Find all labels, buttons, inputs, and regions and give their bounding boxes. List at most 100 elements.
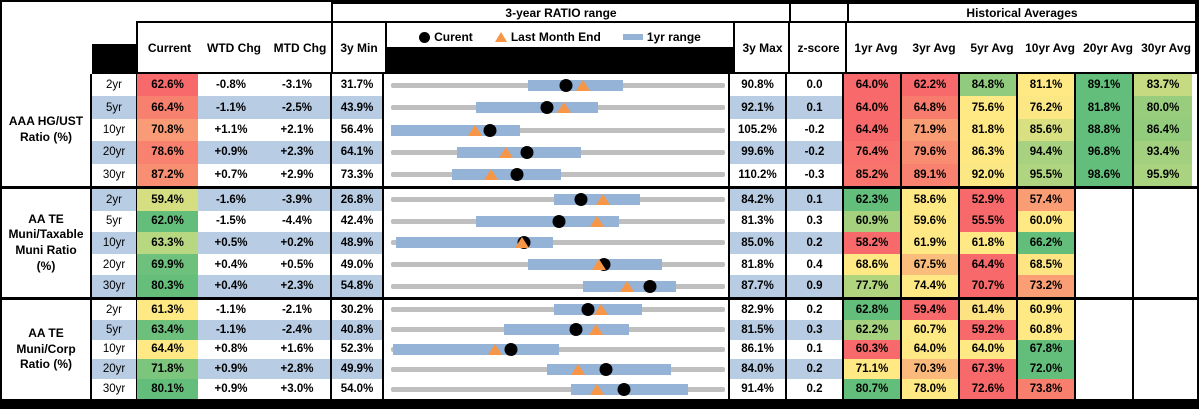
col-header-wtd-chg: WTD Chg	[207, 40, 261, 55]
1yr-avg-value: 64.0%	[844, 74, 902, 97]
mtd-chg-value: -2.1%	[281, 303, 313, 316]
5yr-avg-value: 84.8%	[960, 74, 1018, 97]
z-score-value: 0.2	[787, 232, 844, 254]
current-value: 70.8%	[137, 118, 198, 142]
tenor-label: 30yr	[92, 379, 137, 399]
range-track-wrap	[391, 254, 725, 276]
table-row: 30yr 80.3% +0.4% +2.3% 54.8% 87.7% 0.9 77.7% 74.…	[92, 275, 1197, 297]
5yr-avg-value: 75.6%	[960, 96, 1018, 119]
3y-max-value: 87.7%	[730, 275, 787, 297]
range-track-line	[391, 283, 725, 289]
legend-item-current: Curent	[419, 30, 473, 44]
z-score-value: 0.3	[787, 319, 844, 340]
table-row: 30yr 80.1% +0.9% +3.0% 54.0% 91.4% 0.2 80.7% 78.…	[92, 379, 1197, 399]
3y-min-value: 49.0%	[330, 253, 384, 276]
last-month-end-marker-triangle	[596, 194, 611, 206]
historical-averages-title-text: Historical Averages	[966, 5, 1078, 20]
3yr-avg-value: 61.9%	[902, 232, 960, 254]
wtd-chg-value: +0.9%	[198, 359, 264, 380]
10yr-avg-value: 95.5%	[1018, 163, 1076, 187]
col-header-30yr-avg: 30yr Avg	[1141, 40, 1191, 55]
wtd-chg-value: +0.8%	[214, 343, 248, 356]
30yr-avg-value	[1134, 211, 1192, 233]
3y-max-value: 90.8%	[730, 74, 787, 97]
3y-min-value: 52.3%	[330, 339, 384, 360]
z-score-value: 0.9	[787, 275, 844, 297]
3y-max-value: 91.4%	[730, 379, 787, 399]
1yr-avg-value: 85.2%	[844, 163, 902, 187]
3y-max-value: 110.2%	[730, 163, 787, 187]
current-value: 71.8%	[137, 359, 198, 380]
30yr-avg-value: 95.9%	[1134, 163, 1192, 187]
wtd-chg-value: +0.4%	[214, 258, 248, 271]
current-value: 62.6%	[137, 74, 198, 97]
range-chart-cell	[384, 359, 730, 380]
20yr-avg-value	[1076, 189, 1134, 211]
chart-legend-cell: Curent Last Month End 1yr range	[385, 21, 735, 74]
5yr-avg-value: 86.3%	[960, 141, 1018, 164]
3y-min-value: 54.0%	[330, 379, 384, 399]
range-chart-cell	[384, 74, 730, 97]
group-section: AAA HG/UST Ratio (%) 2yr 62.6% -0.8% -3.1% 31…	[2, 74, 1197, 187]
one-year-range-bar	[392, 343, 559, 355]
30yr-avg-value	[1134, 254, 1192, 276]
wtd-chg-value: -1.5%	[215, 215, 247, 228]
3y-min-value: 42.4%	[330, 210, 384, 233]
current-value: 62.0%	[137, 210, 198, 233]
20yr-avg-value	[1076, 253, 1134, 276]
group-separator	[2, 186, 1197, 189]
30yr-avg-value	[1134, 340, 1192, 360]
1yr-avg-value: 76.4%	[844, 141, 902, 164]
table-row: 2yr 62.6% -0.8% -3.1% 31.7% 90.8% 0.0 64.0% 62.2…	[92, 74, 1197, 97]
current-value: 87.2%	[137, 163, 198, 187]
one-year-range-bar	[476, 102, 599, 114]
last-month-end-triangle-icon	[494, 32, 507, 42]
1yr-avg-value: 77.7%	[844, 275, 902, 297]
last-month-end-marker-triangle	[619, 280, 634, 292]
3y-max-value: 86.1%	[730, 339, 787, 360]
z-score-value: -0.2	[787, 118, 844, 142]
5yr-avg-value: 92.0%	[960, 163, 1018, 187]
table-row: 20yr 69.9% +0.4% +0.5% 49.0% 81.8% 0.4 68.6% 67.…	[92, 253, 1197, 276]
current-value: 59.4%	[137, 189, 198, 211]
group-rows: 2yr 61.3% -1.1% -2.1% 30.2% 82.9% 0.2 62.8% 59.4…	[92, 300, 1197, 399]
z-score-value: 0.2	[787, 379, 844, 399]
current-marker-dot	[599, 362, 612, 376]
current-marker-dot	[581, 303, 595, 317]
table-row: 2yr 61.3% -1.1% -2.1% 30.2% 82.9% 0.2 62.8% 59.4…	[92, 300, 1197, 320]
last-month-end-marker-triangle	[487, 343, 502, 355]
last-month-end-marker-triangle	[589, 324, 604, 336]
table-row: 5yr 66.4% -1.1% -2.5% 43.9% 92.1% 0.1 64.0% 64.8…	[92, 96, 1197, 119]
col-header-3y-min-text: 3y Min	[340, 40, 378, 55]
10yr-avg-value: 81.1%	[1018, 74, 1076, 97]
20yr-avg-value: 98.6%	[1076, 163, 1134, 187]
mtd-chg-value: -2.5%	[264, 96, 330, 119]
3y-min-value: 40.8%	[330, 319, 384, 340]
range-track-wrap	[391, 189, 725, 211]
legend-item-1yr-range: 1yr range	[622, 30, 701, 44]
current-marker-dot	[504, 342, 518, 356]
col-header-current: Current	[147, 40, 192, 55]
last-month-end-marker-triangle	[557, 102, 572, 114]
z-score-value: 0.2	[787, 300, 844, 320]
z-score-value: -0.2	[787, 141, 844, 164]
3y-max-value: 92.1%	[730, 96, 787, 119]
5yr-avg-value: 72.6%	[960, 379, 1018, 399]
1yr-avg-value: 62.2%	[844, 319, 902, 340]
current-value: 66.4%	[137, 96, 198, 119]
one-year-range-bar	[451, 169, 562, 181]
20yr-avg-value	[1076, 300, 1134, 320]
table-row: 30yr 87.2% +0.7% +2.9% 73.3% 110.2% -0.3 85.2% 8…	[92, 163, 1197, 187]
range-track-line	[391, 386, 725, 392]
3y-max-value: 99.6%	[730, 141, 787, 164]
tenor-label: 10yr	[92, 118, 137, 142]
3yr-avg-value: 64.0%	[902, 339, 960, 360]
3y-min-value: 73.3%	[330, 163, 384, 187]
range-track-wrap	[391, 232, 725, 254]
historical-averages-title: Historical Averages	[847, 2, 1197, 23]
3yr-avg-value: 78.0%	[902, 379, 960, 399]
wtd-chg-value: -1.1%	[198, 96, 264, 119]
range-track-wrap	[391, 211, 725, 233]
20yr-avg-value	[1076, 319, 1134, 340]
